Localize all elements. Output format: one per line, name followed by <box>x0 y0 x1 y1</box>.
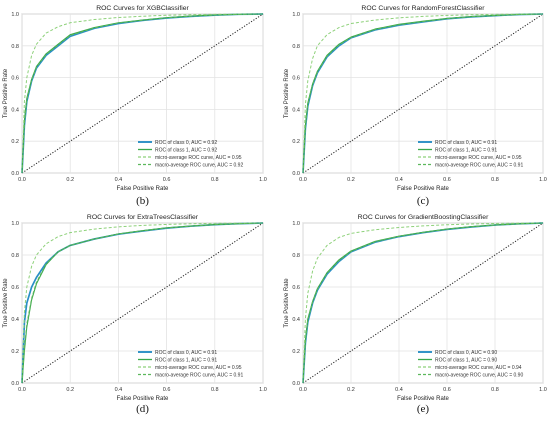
chart-title: ROC Curves for ExtraTreesClassifier <box>87 214 199 221</box>
x-tick-label: 0.4 <box>395 177 403 183</box>
legend-entry: ROC of class 1, AUC = 0.91 <box>155 357 217 363</box>
y-axis-label: True Positive Rate <box>3 278 9 328</box>
x-tick-label: 0.2 <box>347 387 355 393</box>
y-tick-label: 1.0 <box>11 12 19 18</box>
y-tick-label: 0.0 <box>11 171 19 177</box>
x-tick-label: 0.4 <box>395 387 403 393</box>
x-tick-label: 0.2 <box>66 177 74 183</box>
x-tick-label: 0.0 <box>18 387 26 393</box>
legend-entry: macro-average ROC curve, AUC = 0.92 <box>155 162 243 168</box>
x-tick-label: 1.0 <box>259 177 267 183</box>
roc-series-line <box>21 13 264 174</box>
roc-series-line <box>21 13 264 174</box>
x-tick-label: 1.0 <box>539 387 547 393</box>
x-tick-label: 1.0 <box>259 387 267 393</box>
y-tick-label: 0.2 <box>292 139 300 145</box>
x-tick-label: 1.0 <box>539 177 547 183</box>
x-tick-label: 0.2 <box>347 177 355 183</box>
y-tick-label: 1.0 <box>292 221 300 227</box>
y-tick-label: 0.8 <box>11 44 19 50</box>
legend-entry: micro-average ROC curve, AUC = 0.95 <box>155 155 242 161</box>
chance-diagonal <box>302 13 544 174</box>
y-tick-label: 0.8 <box>292 44 300 50</box>
x-tick-label: 0.8 <box>211 387 219 393</box>
x-tick-label: 0.4 <box>115 387 123 393</box>
y-tick-label: 0.0 <box>11 381 19 387</box>
x-tick-label: 0.8 <box>491 387 499 393</box>
y-tick-label: 1.0 <box>292 12 300 18</box>
roc-series-line <box>302 222 544 384</box>
roc-panel-2: 0.00.0 0.2 0.2 0.4 0.4 0.6 0.6 0.8 0.8 1.0 1.0 ROC … <box>284 5 547 207</box>
legend-entry: micro-average ROC curve, AUC = 0.95 <box>155 365 242 371</box>
legend-entry: ROC of class 1, AUC = 0.92 <box>155 147 217 153</box>
x-axis-label: False Positive Rate <box>117 186 169 192</box>
x-tick-label: 0.8 <box>211 177 219 183</box>
y-tick-label: 0.0 <box>292 381 300 387</box>
x-tick-label: 0.2 <box>66 387 74 393</box>
roc-series-line <box>302 222 544 384</box>
legend-entry: micro-average ROC curve, AUC = 0.95 <box>435 155 522 161</box>
y-tick-label: 0.2 <box>11 139 19 145</box>
y-tick-label: 0.8 <box>292 253 300 259</box>
y-tick-label: 0.6 <box>11 76 19 82</box>
legend-entry: ROC of class 0, AUC = 0.92 <box>155 140 217 146</box>
chance-diagonal <box>21 222 264 384</box>
x-tick-label: 0.6 <box>163 387 171 393</box>
chart-title: ROC Curves for RandomForestClassifier <box>361 5 485 12</box>
x-tick-label: 0.4 <box>115 177 123 183</box>
y-axis-label: True Positive Rate <box>284 278 290 328</box>
legend-entry: micro-average ROC curve, AUC = 0.94 <box>435 365 522 371</box>
panel-caption: (c) <box>417 195 430 207</box>
chart-title: ROC Curves for XGBClassifier <box>96 5 189 12</box>
panel-caption: (b) <box>136 195 149 207</box>
roc-panel-1: 0.00.0 0.2 0.2 0.4 0.4 0.6 0.6 0.8 0.8 1.0 1.0 ROC … <box>3 5 267 207</box>
x-tick-label: 0.0 <box>299 177 307 183</box>
x-tick-label: 0.0 <box>18 177 26 183</box>
y-tick-label: 0.4 <box>11 107 19 113</box>
y-tick-label: 1.0 <box>11 221 19 227</box>
roc-panel-4: 0.00.0 0.2 0.2 0.4 0.4 0.6 0.6 0.8 0.8 1.0 1.0 ROC … <box>284 214 547 415</box>
legend-entry: ROC of class 0, AUC = 0.90 <box>435 350 497 356</box>
roc-series-line <box>21 222 264 384</box>
legend-entry: macro-average ROC curve, AUC = 0.90 <box>435 372 523 378</box>
y-tick-label: 0.2 <box>11 349 19 355</box>
roc-series-line <box>21 222 264 384</box>
chance-diagonal <box>302 222 544 384</box>
y-axis-label: True Positive Rate <box>284 68 290 118</box>
chart-title: ROC Curves for GradientBoostingClassifie… <box>358 214 489 221</box>
x-tick-label: 0.6 <box>443 387 451 393</box>
roc-series-line <box>21 13 264 174</box>
x-tick-label: 0.0 <box>299 387 307 393</box>
x-tick-label: 0.6 <box>443 177 451 183</box>
legend-entry: ROC of class 0, AUC = 0.91 <box>155 350 217 356</box>
y-tick-label: 0.4 <box>11 317 19 323</box>
chance-diagonal <box>21 13 264 174</box>
legend-entry: macro-average ROC curve, AUC = 0.91 <box>155 372 243 378</box>
y-tick-label: 0.4 <box>292 107 300 113</box>
legend-entry: ROC of class 0, AUC = 0.91 <box>435 140 497 146</box>
roc-series-line <box>302 13 544 174</box>
panel-caption: (d) <box>136 403 149 415</box>
x-axis-label: False Positive Rate <box>397 186 449 192</box>
x-tick-label: 0.6 <box>163 177 171 183</box>
y-tick-label: 0.4 <box>292 317 300 323</box>
y-tick-label: 0.8 <box>11 253 19 259</box>
roc-series-line <box>302 13 544 174</box>
roc-panel-3: 0.00.0 0.2 0.2 0.4 0.4 0.6 0.6 0.8 0.8 1.0 1.0 ROC … <box>3 214 267 415</box>
x-axis-label: False Positive Rate <box>117 396 169 402</box>
legend-entry: ROC of class 1, AUC = 0.90 <box>435 357 497 363</box>
y-axis-label: True Positive Rate <box>3 68 9 118</box>
y-tick-label: 0.6 <box>11 285 19 291</box>
legend-entry: macro-average ROC curve, AUC = 0.91 <box>435 162 523 168</box>
y-tick-label: 0.2 <box>292 349 300 355</box>
y-tick-label: 0.6 <box>292 285 300 291</box>
y-tick-label: 0.0 <box>292 171 300 177</box>
legend-entry: ROC of class 1, AUC = 0.91 <box>435 147 497 153</box>
panel-caption: (e) <box>417 403 430 415</box>
x-axis-label: False Positive Rate <box>397 396 449 402</box>
x-tick-label: 0.8 <box>491 177 499 183</box>
y-tick-label: 0.6 <box>292 76 300 82</box>
